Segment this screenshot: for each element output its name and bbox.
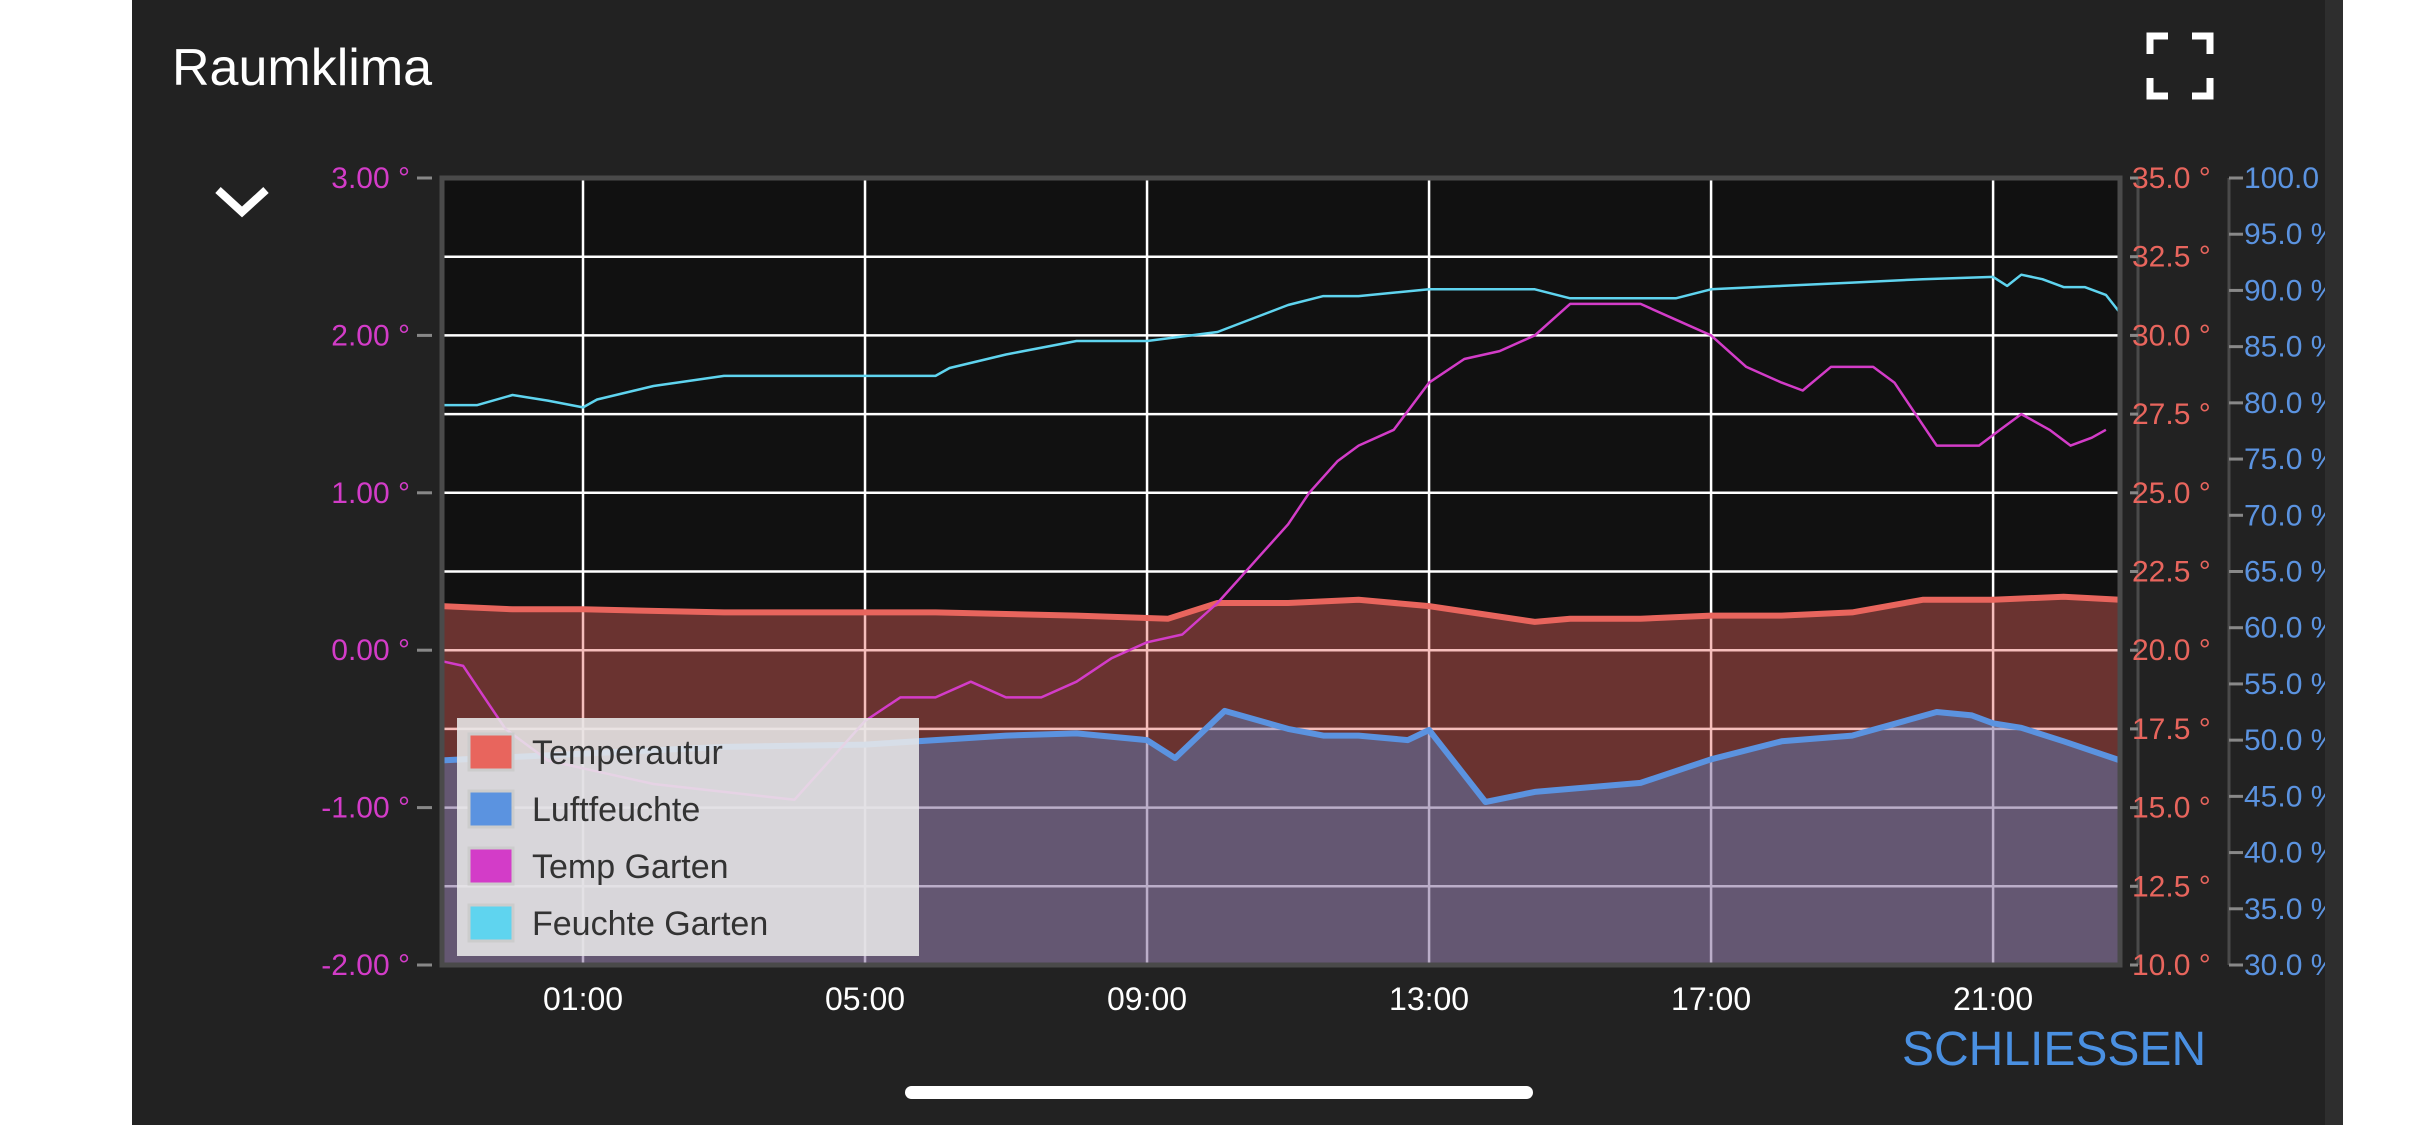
right1-axis-label: 10.0 ° — [2132, 949, 2211, 982]
right2-axis-label: 75.0 % — [2244, 443, 2325, 476]
right2-axis-label: 35.0 % — [2244, 893, 2325, 926]
legend-label: Temperautur — [532, 734, 723, 772]
right1-axis-label: 15.0 ° — [2132, 792, 2211, 825]
x-axis-label: 17:00 — [1671, 981, 1751, 1017]
dialog-title: Raumklima — [172, 39, 433, 97]
close-button[interactable]: SCHLIESSEN — [1902, 1023, 2207, 1076]
series-line-0 — [441, 593, 2121, 625]
legend-label: Luftfeuchte — [532, 791, 700, 829]
chart-dialog: Raumklima 3.00 ° 2.00 ° 1.00 ° 0.00 ° -1.00 … — [132, 0, 2325, 1125]
right2-axis-label: 90.0 % — [2244, 274, 2325, 307]
right2-axis-label: 95.0 % — [2244, 218, 2325, 251]
right2-axis-label: 85.0 % — [2244, 331, 2325, 364]
fullscreen-icon[interactable] — [2146, 32, 2214, 100]
right2-axis-label: 70.0 % — [2244, 499, 2325, 532]
legend-box — [457, 718, 919, 956]
chart-svg: 3.00 ° 2.00 ° 1.00 ° 0.00 ° -1.00 ° -2.00 ° 35… — [321, 162, 2325, 1017]
series-line-1 — [441, 707, 2121, 805]
legend-label: Feuchte Garten — [532, 905, 768, 943]
right1-axis-label: 30.0 ° — [2132, 319, 2211, 352]
right2-axis-label: 30.0 % — [2244, 949, 2325, 982]
right2-axis-label: 55.0 % — [2244, 668, 2325, 701]
right2-axis-label: 40.0 % — [2244, 837, 2325, 870]
home-indicator[interactable] — [905, 1086, 1533, 1099]
right1-axis-label: 25.0 ° — [2132, 477, 2211, 510]
right1-axis-label: 27.5 ° — [2132, 398, 2211, 431]
right1-axis-label: 17.5 ° — [2132, 713, 2211, 746]
left-axis-label: 3.00 ° — [331, 162, 410, 195]
x-axis-label: 13:00 — [1389, 981, 1469, 1017]
series-line-3 — [442, 273, 2121, 409]
legend-swatch — [467, 903, 515, 943]
x-axis-label: 21:00 — [1953, 981, 2033, 1017]
legend-label: Temp Garten — [532, 848, 729, 886]
legend-swatch — [467, 732, 515, 772]
right1-axis-label: 32.5 ° — [2132, 241, 2211, 274]
right2-axis-label: 100.0 % — [2244, 162, 2325, 195]
right1-axis-label: 20.0 ° — [2132, 634, 2211, 667]
chevron-down-icon[interactable] — [212, 172, 272, 232]
left-axis-label: 0.00 ° — [331, 634, 410, 667]
x-axis-label: 05:00 — [825, 981, 905, 1017]
screen-edge — [2325, 0, 2343, 1125]
right1-axis-label: 22.5 ° — [2132, 556, 2211, 589]
left-axis-label: 2.00 ° — [331, 319, 410, 352]
right2-axis-label: 80.0 % — [2244, 387, 2325, 420]
right2-axis-label: 65.0 % — [2244, 556, 2325, 589]
left-axis-label: -2.00 ° — [321, 949, 410, 982]
x-axis-label: 01:00 — [543, 981, 623, 1017]
plot-frame — [439, 175, 2123, 968]
right1-axis-label: 12.5 ° — [2132, 870, 2211, 903]
x-axis-label: 09:00 — [1107, 981, 1187, 1017]
left-axis-label: 1.00 ° — [331, 477, 410, 510]
right2-axis-label: 45.0 % — [2244, 780, 2325, 813]
left-axis-label: -1.00 ° — [321, 792, 410, 825]
right1-axis-label: 35.0 ° — [2132, 162, 2211, 195]
right2-axis-label: 50.0 % — [2244, 724, 2325, 757]
legend-swatch — [467, 789, 515, 829]
right2-axis-label: 60.0 % — [2244, 612, 2325, 645]
legend-swatch — [467, 846, 515, 886]
